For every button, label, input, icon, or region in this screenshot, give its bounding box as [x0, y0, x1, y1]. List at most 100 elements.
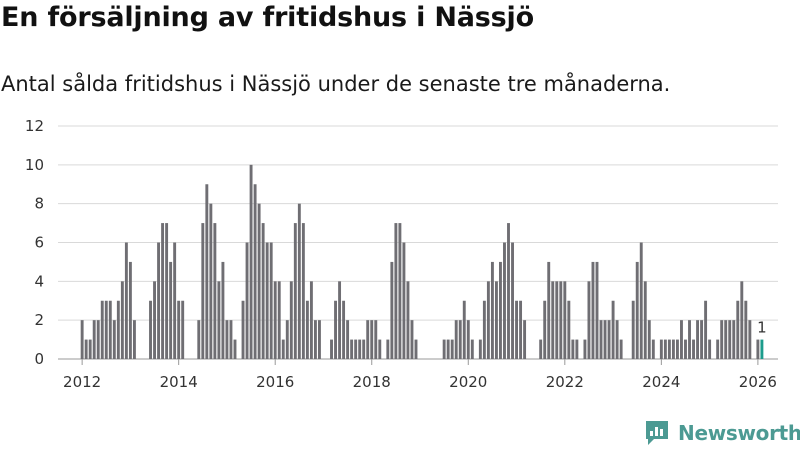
bar — [229, 320, 233, 359]
bar — [470, 339, 474, 359]
bar — [454, 320, 458, 359]
bar — [354, 339, 358, 359]
bar — [153, 281, 156, 359]
bar — [366, 320, 370, 359]
y-axis-ticks: 0 2 4 6 8 10 12 — [25, 117, 44, 368]
bar — [96, 320, 100, 359]
bar — [265, 242, 269, 359]
bar — [173, 242, 177, 359]
bar — [330, 339, 333, 359]
bar — [293, 223, 297, 359]
bar — [462, 300, 466, 359]
bar — [478, 339, 482, 359]
bar — [499, 261, 502, 359]
bar — [285, 320, 289, 359]
bar — [651, 339, 655, 359]
bar — [494, 281, 498, 359]
bar — [253, 184, 257, 359]
bar — [643, 281, 647, 359]
x-tick-label: 2024 — [642, 373, 680, 391]
y-tick-label: 12 — [25, 117, 44, 135]
bar — [567, 300, 571, 359]
bar — [124, 242, 128, 359]
bar — [297, 203, 301, 359]
newsworthy-logo-icon — [646, 421, 668, 445]
bar — [342, 300, 346, 359]
bar — [197, 320, 201, 359]
y-tick-label: 0 — [34, 350, 44, 368]
bar — [728, 320, 732, 359]
bar — [458, 320, 462, 359]
bar — [80, 320, 84, 359]
bar — [301, 223, 305, 359]
y-tick-label: 6 — [34, 234, 44, 252]
bar — [277, 281, 281, 359]
bar — [221, 261, 225, 359]
bar — [692, 339, 695, 359]
bar — [205, 184, 209, 359]
bar — [667, 339, 671, 359]
bar — [132, 320, 136, 359]
bar — [289, 281, 293, 359]
x-tick-label: 2022 — [546, 373, 584, 391]
page-title: En försäljning av fritidshus i Nässjö — [1, 2, 534, 33]
bar — [603, 320, 607, 359]
bar — [225, 320, 229, 359]
bar — [370, 320, 374, 359]
bar — [724, 320, 728, 359]
x-axis-ticks: 2012 2014 2016 2018 2020 2022 2024 2026 — [63, 359, 777, 391]
x-tick-label: 2020 — [449, 373, 487, 391]
bar — [543, 300, 547, 359]
bars — [80, 164, 764, 359]
bar — [599, 320, 603, 359]
bar — [615, 320, 619, 359]
data-labels: 1 — [757, 319, 767, 337]
bar — [591, 261, 595, 359]
bar — [631, 300, 635, 359]
bar — [756, 339, 760, 359]
bar — [305, 300, 309, 359]
bar — [386, 339, 390, 359]
bar — [217, 281, 221, 359]
bar — [169, 261, 173, 359]
y-tick-label: 2 — [34, 311, 44, 329]
bar — [659, 339, 663, 359]
bar — [149, 300, 152, 359]
bar — [551, 281, 555, 359]
bar — [241, 300, 245, 359]
bar — [157, 242, 161, 359]
bar — [744, 300, 748, 359]
bar — [619, 339, 623, 359]
bar — [511, 242, 514, 359]
bar — [482, 300, 486, 359]
bar — [165, 223, 169, 359]
bar — [748, 320, 752, 359]
bar — [213, 223, 217, 359]
bar — [663, 339, 667, 359]
bar — [233, 339, 237, 359]
y-tick-label: 4 — [34, 272, 44, 290]
y-tick-label: 10 — [25, 156, 44, 174]
x-tick-label: 2018 — [353, 373, 391, 391]
bar — [414, 339, 418, 359]
newsworthy-logo-text: Newsworthy — [678, 421, 800, 445]
bar — [394, 223, 398, 359]
bar — [539, 339, 543, 359]
newsworthy-logo[interactable]: Newsworthy — [644, 419, 800, 447]
bar — [313, 320, 317, 359]
x-tick-label: 2014 — [160, 373, 198, 391]
highlight-data-label: 1 — [757, 319, 767, 337]
bar — [209, 203, 213, 359]
bar — [92, 320, 96, 359]
bar — [410, 320, 414, 359]
bar — [318, 320, 321, 359]
bar — [402, 242, 406, 359]
bar — [446, 339, 450, 359]
bar — [507, 223, 510, 359]
bar — [563, 281, 567, 359]
bar — [261, 223, 265, 359]
bar — [587, 281, 591, 359]
bar — [378, 339, 382, 359]
bar — [362, 339, 366, 359]
bar — [704, 300, 708, 359]
